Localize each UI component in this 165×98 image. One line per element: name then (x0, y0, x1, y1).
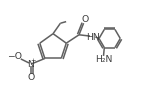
Text: H₂N: H₂N (95, 55, 112, 64)
Text: O: O (27, 73, 35, 82)
Text: N: N (27, 60, 34, 69)
Text: −O: −O (7, 52, 22, 61)
Text: HN: HN (86, 33, 100, 42)
Text: O: O (82, 15, 89, 24)
Text: +: + (31, 58, 36, 64)
